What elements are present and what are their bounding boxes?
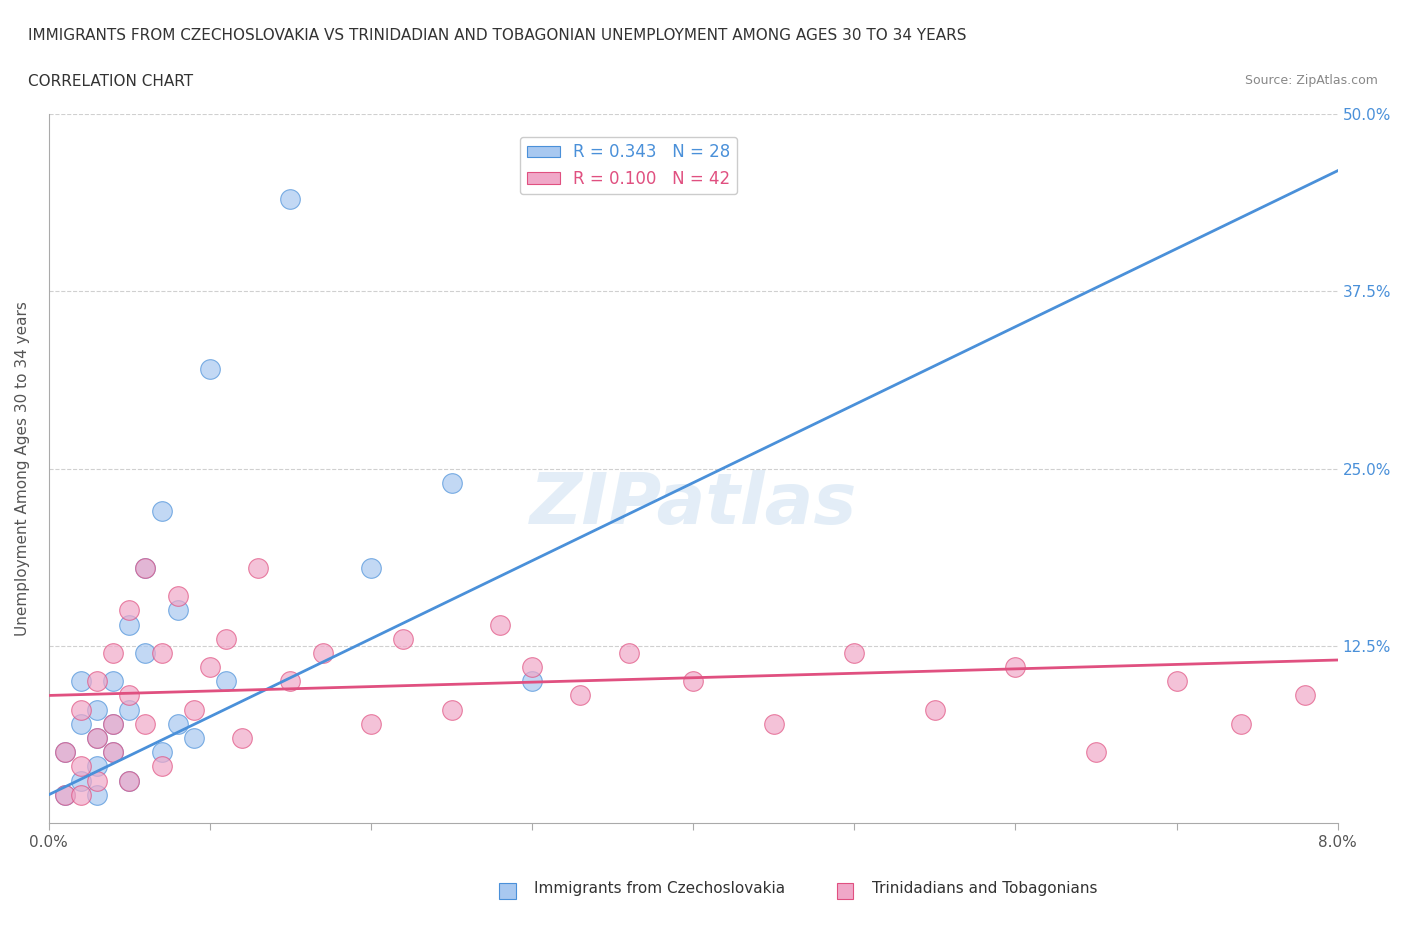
Point (103, 716, 125, 731)
Point (118, 618, 141, 632)
Point (280, 674, 302, 689)
Text: Immigrants from Czechoslovakia: Immigrants from Czechoslovakia (534, 881, 786, 896)
Point (134, 645, 156, 660)
Point (682, 674, 704, 689)
Point (617, 645, 640, 660)
Point (1004, 659, 1026, 674)
Point (569, 688, 592, 703)
Text: ZIPatlas: ZIPatlas (530, 470, 856, 538)
Point (440, 475, 463, 490)
Point (440, 702, 463, 717)
Point (118, 702, 141, 717)
Point (86, 731, 108, 746)
Point (53, 745, 76, 760)
Point (150, 504, 173, 519)
Point (360, 561, 382, 576)
Point (86, 759, 108, 774)
Point (70, 674, 93, 689)
Point (392, 631, 415, 646)
Point (360, 716, 382, 731)
Point (70, 702, 93, 717)
Point (166, 589, 188, 604)
Point (215, 631, 238, 646)
Point (166, 603, 188, 618)
Point (1084, 745, 1107, 760)
Text: Trinidadians and Tobagonians: Trinidadians and Tobagonians (872, 881, 1097, 896)
Point (198, 659, 221, 674)
Point (118, 688, 141, 703)
Point (103, 745, 125, 760)
Y-axis label: Unemployment Among Ages 30 to 34 years: Unemployment Among Ages 30 to 34 years (15, 301, 30, 636)
Point (762, 716, 785, 731)
Point (280, 192, 302, 206)
Point (134, 716, 156, 731)
Point (70, 759, 93, 774)
Point (86, 674, 108, 689)
Point (150, 745, 173, 760)
Point (166, 716, 188, 731)
Point (118, 603, 141, 618)
Point (53, 745, 76, 760)
Point (231, 731, 253, 746)
Text: Source: ZipAtlas.com: Source: ZipAtlas.com (1244, 74, 1378, 87)
Point (183, 731, 205, 746)
Point (520, 659, 543, 674)
Text: CORRELATION CHART: CORRELATION CHART (28, 74, 193, 89)
Point (150, 645, 173, 660)
Point (1230, 716, 1253, 731)
Point (1294, 688, 1316, 703)
Legend: R = 0.343   N = 28, R = 0.100   N = 42: R = 0.343 N = 28, R = 0.100 N = 42 (520, 137, 737, 194)
Point (311, 645, 333, 660)
Point (134, 561, 156, 576)
Point (86, 702, 108, 717)
Point (53, 788, 76, 803)
Point (183, 702, 205, 717)
Point (103, 745, 125, 760)
Point (86, 788, 108, 803)
Point (520, 674, 543, 689)
Point (489, 618, 512, 632)
Point (86, 773, 108, 788)
Point (70, 788, 93, 803)
Point (70, 716, 93, 731)
Point (86, 731, 108, 746)
Point (1166, 674, 1188, 689)
Point (53, 788, 76, 803)
Point (103, 674, 125, 689)
Text: IMMIGRANTS FROM CZECHOSLOVAKIA VS TRINIDADIAN AND TOBAGONIAN UNEMPLOYMENT AMONG : IMMIGRANTS FROM CZECHOSLOVAKIA VS TRINID… (28, 28, 966, 43)
Point (118, 773, 141, 788)
Point (118, 773, 141, 788)
Point (150, 759, 173, 774)
Point (70, 773, 93, 788)
Point (924, 702, 946, 717)
Point (198, 362, 221, 377)
Point (134, 561, 156, 576)
Point (215, 674, 238, 689)
Point (844, 645, 866, 660)
Point (247, 561, 270, 576)
Point (103, 645, 125, 660)
Point (103, 716, 125, 731)
